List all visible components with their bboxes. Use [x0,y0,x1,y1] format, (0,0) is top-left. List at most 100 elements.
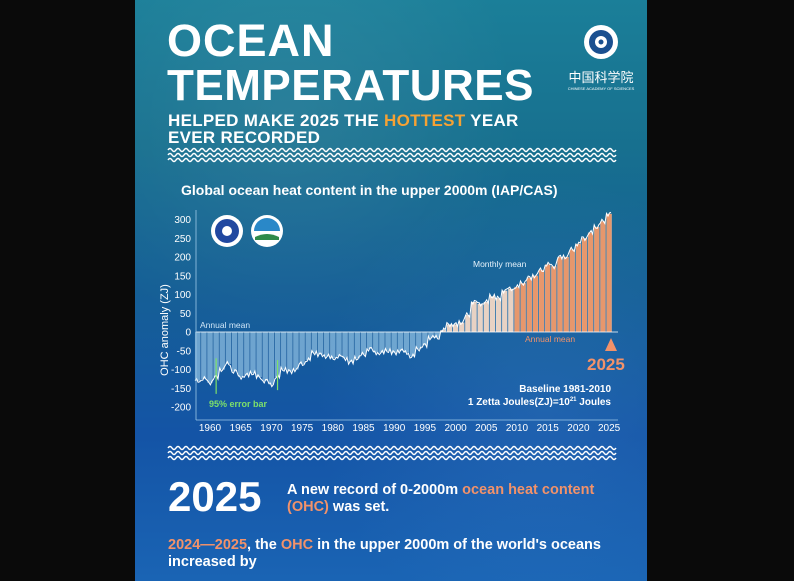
iap-logo-icon [251,215,283,247]
bar-2022 [587,232,594,333]
subtitle-line-2: EVER RECORDED [168,128,321,147]
bar-1995 [422,331,428,346]
bar-1968 [256,331,262,378]
annual-mean-label-right: Annual mean [525,334,575,344]
y-tick-50: 50 [180,309,192,320]
bar-1985 [360,331,367,355]
bar-1962 [219,331,226,370]
record-highlight-2: (OHC) [287,499,329,515]
y-tick--150: -150 [171,384,191,395]
subtitle-text: YEAR [465,111,519,130]
bar-2007 [495,298,502,333]
bar-2006 [489,296,496,333]
cas-emblem-icon [584,25,618,59]
x-tick-1995: 1995 [414,423,437,434]
x-tick-2015: 2015 [537,423,560,434]
cas-logo-zh: 中国科学院 [568,71,634,86]
bar-1967 [250,331,256,374]
increase-text: 2024—2025, the OHC in the upper 2000m of… [168,537,601,571]
bar-1990 [391,331,398,353]
increase-line-2: increased by [168,554,257,570]
bar-2004 [477,303,483,333]
cas-logo-en: CHINESE ACADEMY OF SCIENCES [567,86,635,91]
x-tick-2020: 2020 [567,423,590,434]
big-year: 2025 [168,473,262,520]
bar-1980 [330,331,336,359]
x-tick-2000: 2000 [444,423,467,434]
wave-line [167,455,617,461]
bar-1964 [231,331,238,372]
wave-dividers [167,147,617,461]
bar-2003 [471,301,477,333]
record-text-part: was set. [328,499,390,515]
annual-mean-label-left: Annual mean [200,320,250,330]
bar-1984 [354,331,361,359]
bar-2011 [520,283,526,333]
y-tick-250: 250 [174,234,191,245]
wave-line [167,157,617,163]
bar-1960 [207,331,213,383]
x-tick-2025: 2025 [598,423,621,434]
monthly-mean-line [194,211,612,388]
x-tick-1985: 1985 [352,423,375,434]
chart-title: Global ocean heat content in the upper 2… [181,182,558,198]
x-tick-1960: 1960 [199,423,222,434]
y-tick-0: 0 [185,328,191,339]
bar-2008 [501,290,508,333]
iap-logos [211,215,283,247]
wave-line [167,445,617,451]
y-tick--100: -100 [171,365,191,376]
title-line-1: OCEAN [167,15,335,66]
monthly-mean-label: Monthly mean [473,259,527,269]
bar-1981 [336,331,342,357]
y-axis-label: OHC anomaly (ZJ) [159,284,171,376]
bar-1965 [237,331,244,378]
increase-highlight-2: OHC [280,537,314,553]
bar-1992 [403,331,410,353]
wave-line [167,147,617,153]
y-tick-300: 300 [174,215,191,226]
bar-1983 [348,331,355,363]
cas-small-logo-icon [211,215,243,247]
x-tick-1990: 1990 [383,423,406,434]
increase-highlight: 2024—2025 [168,537,248,553]
x-tick-1980: 1980 [322,423,345,434]
y-tick-200: 200 [174,253,191,264]
bar-1979 [323,331,330,357]
bar-1993 [409,331,416,357]
y-tick--200: -200 [171,403,191,414]
record-text-part: A new record of 0-2000m [287,482,463,498]
increase-text-part: , the [247,537,281,553]
unit-note-part: 1 Zetta Joules(ZJ)=10 [468,397,570,408]
wave-line [167,152,617,158]
bar-2012 [526,277,533,333]
baseline-note: Baseline 1981-2010 [519,384,611,395]
bar-2013 [532,275,539,333]
bar-2015 [544,264,551,333]
wave-line [167,450,617,456]
y-tick--50: -50 [177,346,192,357]
x-tick-1970: 1970 [260,423,283,434]
bar-2009 [508,288,514,333]
highlight-triangle-icon [605,338,617,351]
unit-note-part: Joules [577,397,612,408]
bar-1994 [415,331,422,350]
bar-1974 [293,331,299,370]
unit-note-sup: 21 [570,397,577,403]
bar-2017 [557,256,563,333]
bar-1987 [372,331,379,353]
bar-1970 [268,331,275,385]
error-bars [215,358,279,394]
bar-1969 [262,331,269,381]
bar-1959 [201,331,207,380]
bar-2014 [538,269,545,333]
y-tick-100: 100 [174,290,191,301]
error-bar-label: 95% error bar [209,399,268,409]
x-tick-2010: 2010 [506,423,529,434]
bar-1963 [225,331,232,365]
unit-note: 1 Zetta Joules(ZJ)=1021 Joules [468,397,612,408]
highlight-year-label: 2025 [587,355,625,374]
bar-2010 [514,286,520,333]
bar-1986 [366,331,373,350]
